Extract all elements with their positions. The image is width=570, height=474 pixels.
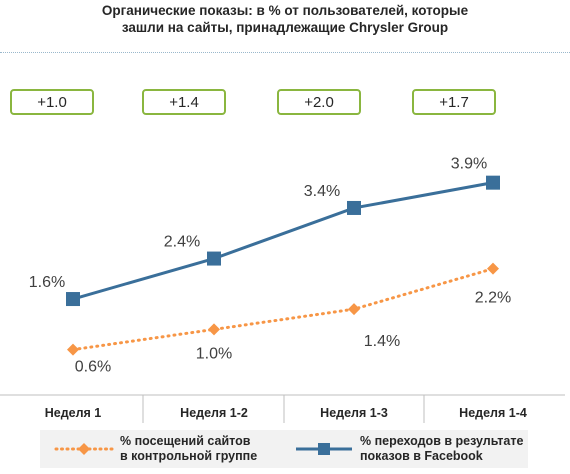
data-label-facebook-4: 3.9% [451,156,487,173]
data-label-control-1: 0.6% [75,359,111,376]
legend-label-facebook-line-1: % переходов в результате [360,434,524,448]
data-label-facebook-2: 2.4% [164,234,200,251]
data-point-control-3 [348,303,360,316]
legend-item-facebook: % переходов в результате показов в Faceb… [294,430,523,468]
x-tick-label-2: Неделя 1-2 [180,406,248,420]
data-label-facebook-3: 3.4% [304,183,340,200]
data-point-facebook-3 [347,200,361,215]
legend-item-control: % посещений сайтов в контрольной группе [54,430,257,468]
data-label-facebook-1: 1.6% [29,274,65,291]
legend-marker-facebook [296,443,352,455]
data-point-control-1 [67,343,79,356]
chart-title-line-1: Органические показы: в % от пользователе… [101,3,469,18]
chart-title: Органические показы: в % от пользователе… [0,2,570,36]
x-tick-label-3: Неделя 1-3 [320,406,388,420]
legend-label-facebook-line-2: показов в Facebook [360,449,483,463]
data-label-control-4: 2.2% [475,290,511,307]
series-line-control [71,267,495,352]
data-label-control-2: 1.0% [196,345,232,362]
data-point-control-4 [487,262,499,275]
legend: % посещений сайтов в контрольной группе … [40,430,528,468]
x-tick-label-1: Неделя 1 [45,406,102,420]
data-point-facebook-2 [207,251,221,266]
x-tick-label-4: Неделя 1-4 [459,406,527,420]
legend-marker-control [54,443,114,455]
difference-box-week-1-2: +1.4 [142,89,226,115]
chart-title-line-2: зашли на сайты, принадлежащие Chrysler G… [121,20,449,35]
data-label-control-3: 1.4% [364,333,400,350]
legend-label-control-line-1: % посещений сайтов [120,434,251,448]
title-divider [0,52,570,53]
legend-label-control-line-2: в контрольной группе [120,449,258,463]
difference-box-week-1: +1.0 [10,89,94,115]
difference-box-week-1-3: +2.0 [277,89,361,115]
data-point-control-2 [208,323,220,336]
data-point-facebook-4 [486,175,500,190]
data-point-facebook-1 [66,292,80,307]
series-line-facebook [72,181,494,301]
difference-box-week-1-4: +1.7 [412,89,496,115]
